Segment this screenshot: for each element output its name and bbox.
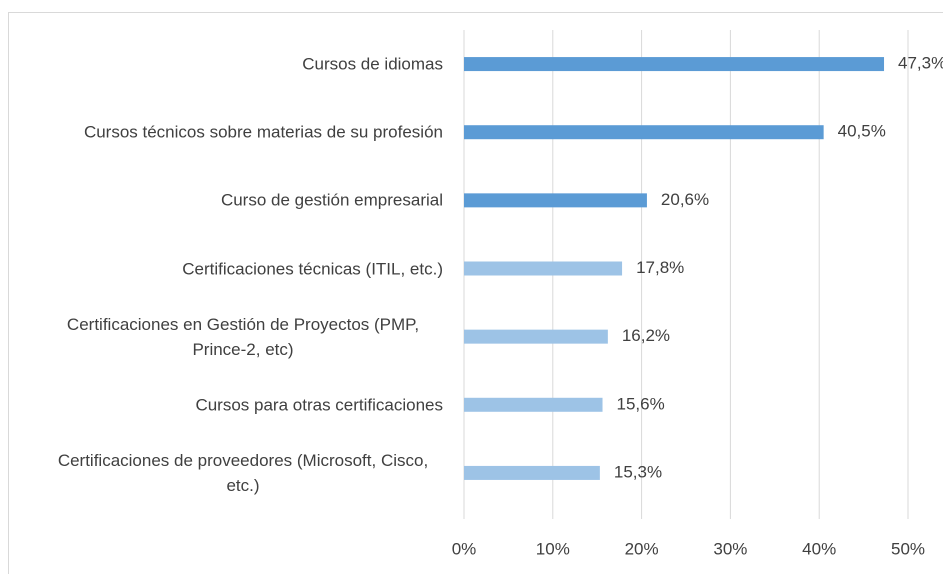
bar bbox=[464, 57, 885, 72]
value-label: 15,3% bbox=[614, 462, 662, 481]
value-label: 40,5% bbox=[838, 122, 886, 141]
y-tick-label-box: Certificaciones en Gestión de Proyectos … bbox=[43, 312, 443, 362]
bar bbox=[464, 397, 603, 412]
chart-border bbox=[8, 12, 943, 574]
value-label: 17,8% bbox=[636, 258, 684, 277]
value-label: 47,3% bbox=[898, 54, 943, 73]
bar bbox=[464, 465, 600, 480]
y-tick-label-box: Certificaciones técnicas (ITIL, etc.) bbox=[43, 256, 443, 281]
bar bbox=[464, 329, 608, 344]
y-tick-label: Certificaciones técnicas (ITIL, etc.) bbox=[182, 259, 443, 278]
bar bbox=[464, 125, 824, 140]
y-tick-label-box: Certificaciones de proveedores (Microsof… bbox=[43, 448, 443, 498]
y-tick-label-box: Curso de gestión empresarial bbox=[43, 188, 443, 213]
value-label: 16,2% bbox=[622, 326, 670, 345]
y-tick-label: Certificaciones de proveedores (Microsof… bbox=[57, 450, 429, 495]
x-tick-label: 20% bbox=[625, 539, 659, 558]
x-tick-label: 40% bbox=[802, 539, 836, 558]
y-tick-label: Cursos técnicos sobre materias de su pro… bbox=[83, 122, 443, 142]
y-tick-label-box: Cursos técnicos sobre materias de su pro… bbox=[43, 120, 443, 145]
bar bbox=[464, 193, 647, 208]
value-label: 15,6% bbox=[617, 394, 665, 413]
y-tick-label: Certificaciones en Gestión de Proyectos … bbox=[66, 314, 420, 359]
y-tick-label: Cursos para otras certificaciones bbox=[195, 395, 443, 415]
value-label: 20,6% bbox=[661, 190, 709, 209]
y-tick-label-box: Cursos de idiomas bbox=[43, 52, 443, 77]
y-tick-label: Curso de gestión empresarial bbox=[220, 190, 443, 210]
x-tick-label: 0% bbox=[452, 539, 477, 558]
bar bbox=[464, 261, 623, 276]
x-tick-label: 50% bbox=[891, 539, 925, 558]
x-tick-label: 10% bbox=[536, 539, 570, 558]
y-tick-label-box: Cursos para otras certificaciones bbox=[43, 392, 443, 417]
x-tick-label: 30% bbox=[713, 539, 747, 558]
y-tick-label: Cursos de idiomas bbox=[302, 54, 443, 74]
